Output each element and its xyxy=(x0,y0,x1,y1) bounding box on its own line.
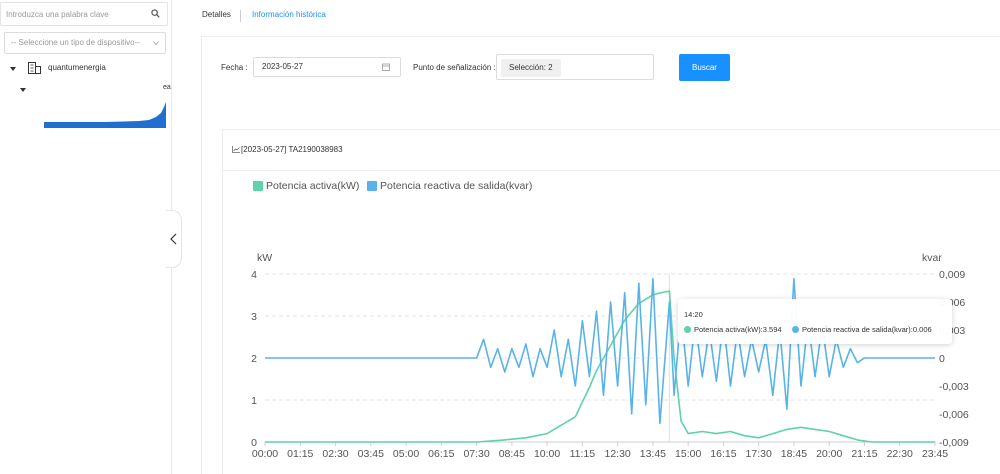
x-tick-label: 22:30 xyxy=(887,448,913,460)
tooltip-dot-reactive xyxy=(792,326,799,333)
y2-tick-label: -0,006 xyxy=(939,409,969,421)
sidebar-collapse-button[interactable] xyxy=(166,210,182,268)
y-tick-label: 3 xyxy=(251,311,257,323)
point-selector[interactable]: Selección: 2 xyxy=(496,54,654,80)
y2-tick-label: -0,009 xyxy=(939,437,969,449)
chevron-left-icon xyxy=(170,233,177,245)
y2-tick-label: 0 xyxy=(939,353,945,365)
line-chart-icon xyxy=(232,146,240,153)
x-tick-label: 13:45 xyxy=(640,448,666,460)
x-tick-label: 16:15 xyxy=(710,448,736,460)
y-tick-label: 2 xyxy=(251,353,257,365)
device-type-select[interactable]: -- Seleccione un tipo de dispositivo-- xyxy=(4,32,166,54)
legend-label-reactive: Potencia reactiva de salida(kvar) xyxy=(380,180,533,192)
legend-label-active: Potencia activa(kW) xyxy=(266,180,360,192)
x-tick-label: 10:00 xyxy=(534,448,560,460)
tab-details[interactable]: Detalles xyxy=(202,10,231,19)
x-tick-label: 01:15 xyxy=(287,448,313,460)
date-picker[interactable]: 2023-05-27 xyxy=(253,57,401,77)
selection-chip[interactable]: Selección: 2 xyxy=(501,59,561,77)
sidebar: -- Seleccione un tipo de dispositivo-- q… xyxy=(0,0,172,474)
x-tick-label: 08:45 xyxy=(499,448,525,460)
x-tick-label: 07:30 xyxy=(463,448,489,460)
tooltip-row-active: Potencia activa(kW):3.594 xyxy=(684,325,782,334)
x-tick-label: 12:30 xyxy=(604,448,630,460)
y2-tick-label: -0,003 xyxy=(939,381,969,393)
sidebar-sparkline xyxy=(44,102,166,128)
tooltip-reactive-label: Potencia reactiva de salida(kvar): xyxy=(802,325,913,334)
x-tick-label: 03:45 xyxy=(358,448,384,460)
chevron-down-icon xyxy=(153,41,159,46)
tooltip-active-label: Potencia activa(kW): xyxy=(694,325,763,334)
legend-swatch-reactive xyxy=(367,181,377,191)
tooltip-dot-active xyxy=(684,326,691,333)
series-line-reactive xyxy=(265,277,935,425)
y-tick-label: 1 xyxy=(251,395,257,407)
date-label: Fecha : xyxy=(221,63,248,72)
x-tick-label: 20:00 xyxy=(816,448,842,460)
tooltip-reactive-value: 0.006 xyxy=(912,325,932,334)
x-tick-label: 00:00 xyxy=(252,448,278,460)
chart-card-title-text: [2023-05-27] TA2190038983 xyxy=(241,145,343,154)
x-tick-label: 02:30 xyxy=(322,448,348,460)
y2-axis-label: kvar xyxy=(922,252,942,264)
tab-history[interactable]: Información histórica xyxy=(252,10,326,19)
tooltip-time: 14:20 xyxy=(684,310,703,319)
x-tick-label: 23:45 xyxy=(922,448,948,460)
tooltip-row-reactive: Potencia reactiva de salida(kvar):0.006 xyxy=(792,325,932,334)
y-tick-label: 0 xyxy=(251,437,257,449)
date-value: 2023-05-27 xyxy=(262,62,303,71)
y2-tick-label: 0,009 xyxy=(939,269,965,281)
x-tick-label: 15:00 xyxy=(675,448,701,460)
calendar-icon xyxy=(382,63,390,71)
y-tick-label: 4 xyxy=(251,269,257,281)
search-icon[interactable] xyxy=(151,9,160,18)
x-tick-label: 21:15 xyxy=(851,448,877,460)
tree-root-label: quantumenergia xyxy=(48,63,106,72)
device-type-placeholder: -- Seleccione un tipo de dispositivo-- xyxy=(11,38,140,47)
x-tick-label: 18:45 xyxy=(781,448,807,460)
point-label: Punto de señalización : xyxy=(413,63,496,72)
tree-truncated-label: ea xyxy=(163,84,171,91)
x-tick-label: 06:15 xyxy=(428,448,454,460)
chart-card-header xyxy=(222,129,1000,171)
tab-divider xyxy=(240,10,241,22)
tree-node-child[interactable] xyxy=(20,86,30,94)
caret-down-icon[interactable] xyxy=(20,88,26,92)
legend-swatch-active xyxy=(253,181,263,191)
series-line-active xyxy=(265,290,935,443)
building-icon xyxy=(28,62,41,74)
search-box xyxy=(0,2,168,26)
search-input[interactable] xyxy=(1,3,141,25)
x-tick-label: 17:30 xyxy=(746,448,772,460)
x-tick-label: 05:00 xyxy=(393,448,419,460)
caret-down-icon[interactable] xyxy=(10,67,16,71)
chart-tooltip: 14:20 Potencia activa(kW):3.594 Potencia… xyxy=(678,299,952,344)
tooltip-active-value: 3.594 xyxy=(762,325,782,334)
search-button[interactable]: Buscar xyxy=(679,54,730,81)
chart-card-title: [2023-05-27] TA2190038983 xyxy=(232,145,343,154)
y-axis-label: kW xyxy=(257,252,272,264)
x-tick-label: 11:15 xyxy=(570,448,596,460)
